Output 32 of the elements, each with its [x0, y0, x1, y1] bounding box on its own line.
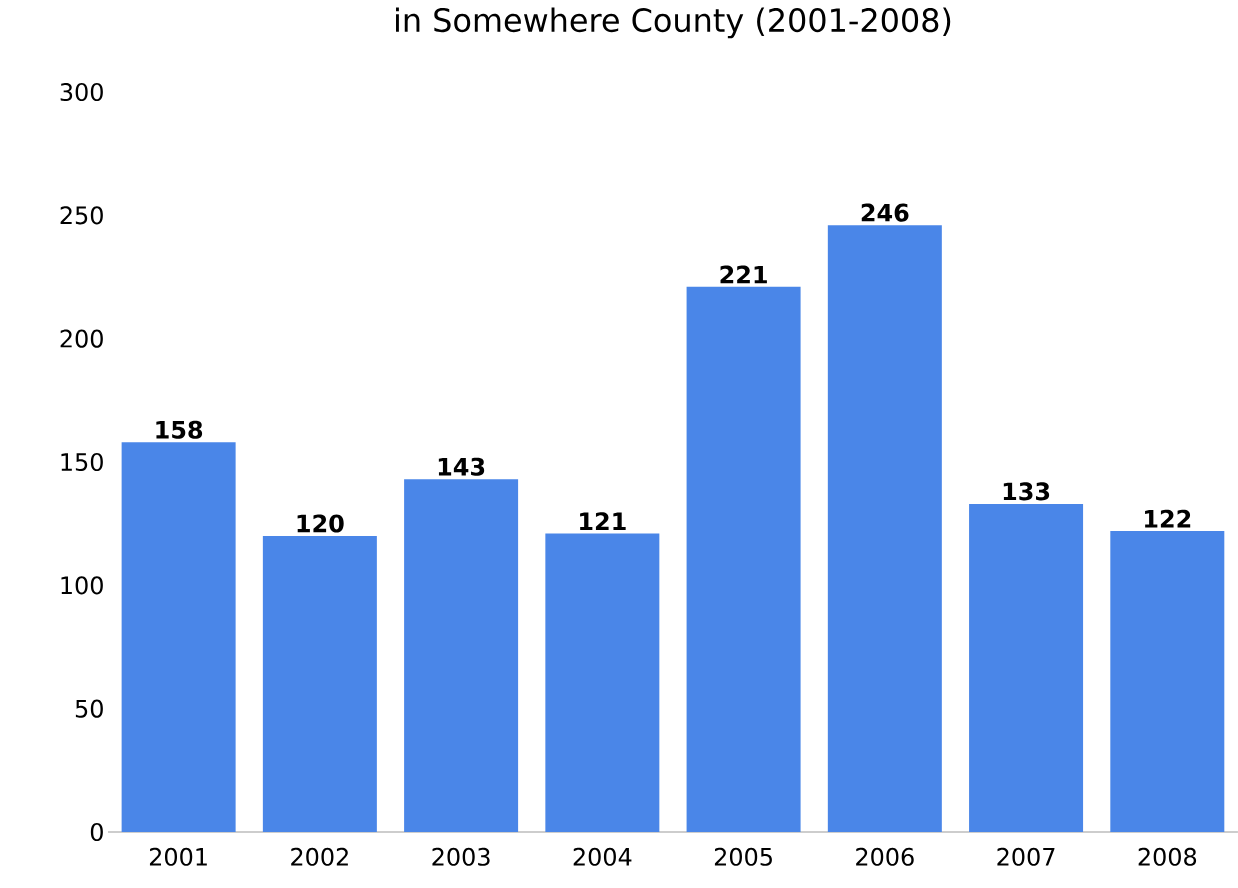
x-tick-label: 2006: [856, 847, 914, 866]
y-tick-label: 300: [60, 82, 103, 102]
y-tick-label: 250: [60, 206, 103, 225]
bar: [262, 536, 377, 832]
bar: [686, 286, 801, 832]
data-label: 121: [580, 512, 626, 531]
data-label: 120: [297, 514, 344, 533]
data-label: 143: [438, 457, 485, 476]
bar: [1110, 531, 1225, 832]
y-tick-label: 100: [61, 576, 103, 595]
data-label: 246: [861, 203, 909, 222]
x-tick-label: 2004: [573, 847, 632, 866]
x-tick-label: 2002: [291, 847, 348, 866]
data-label: 122: [1145, 509, 1191, 528]
bar: [969, 503, 1084, 832]
y-tick-label: 0: [90, 822, 103, 842]
y-tick-label: 50: [75, 699, 103, 718]
x-tick-label: 2001: [149, 847, 207, 866]
y-tick-label: 200: [60, 329, 103, 348]
bar: [827, 225, 942, 832]
bar: [545, 533, 660, 832]
x-tick-label: 2005: [714, 847, 772, 866]
bar: [404, 479, 519, 832]
bar: [121, 442, 236, 832]
data-label: 158: [156, 420, 203, 439]
y-tick-label: 150: [61, 452, 103, 472]
x-tick-label: 2007: [997, 847, 1055, 866]
x-tick-label: 2003: [432, 847, 490, 866]
x-tick-label: 2008: [1138, 847, 1197, 866]
data-label: 221: [720, 265, 767, 284]
chart-title: in Somewhere County (2001-2008): [396, 7, 951, 39]
data-label: 133: [1003, 482, 1050, 501]
